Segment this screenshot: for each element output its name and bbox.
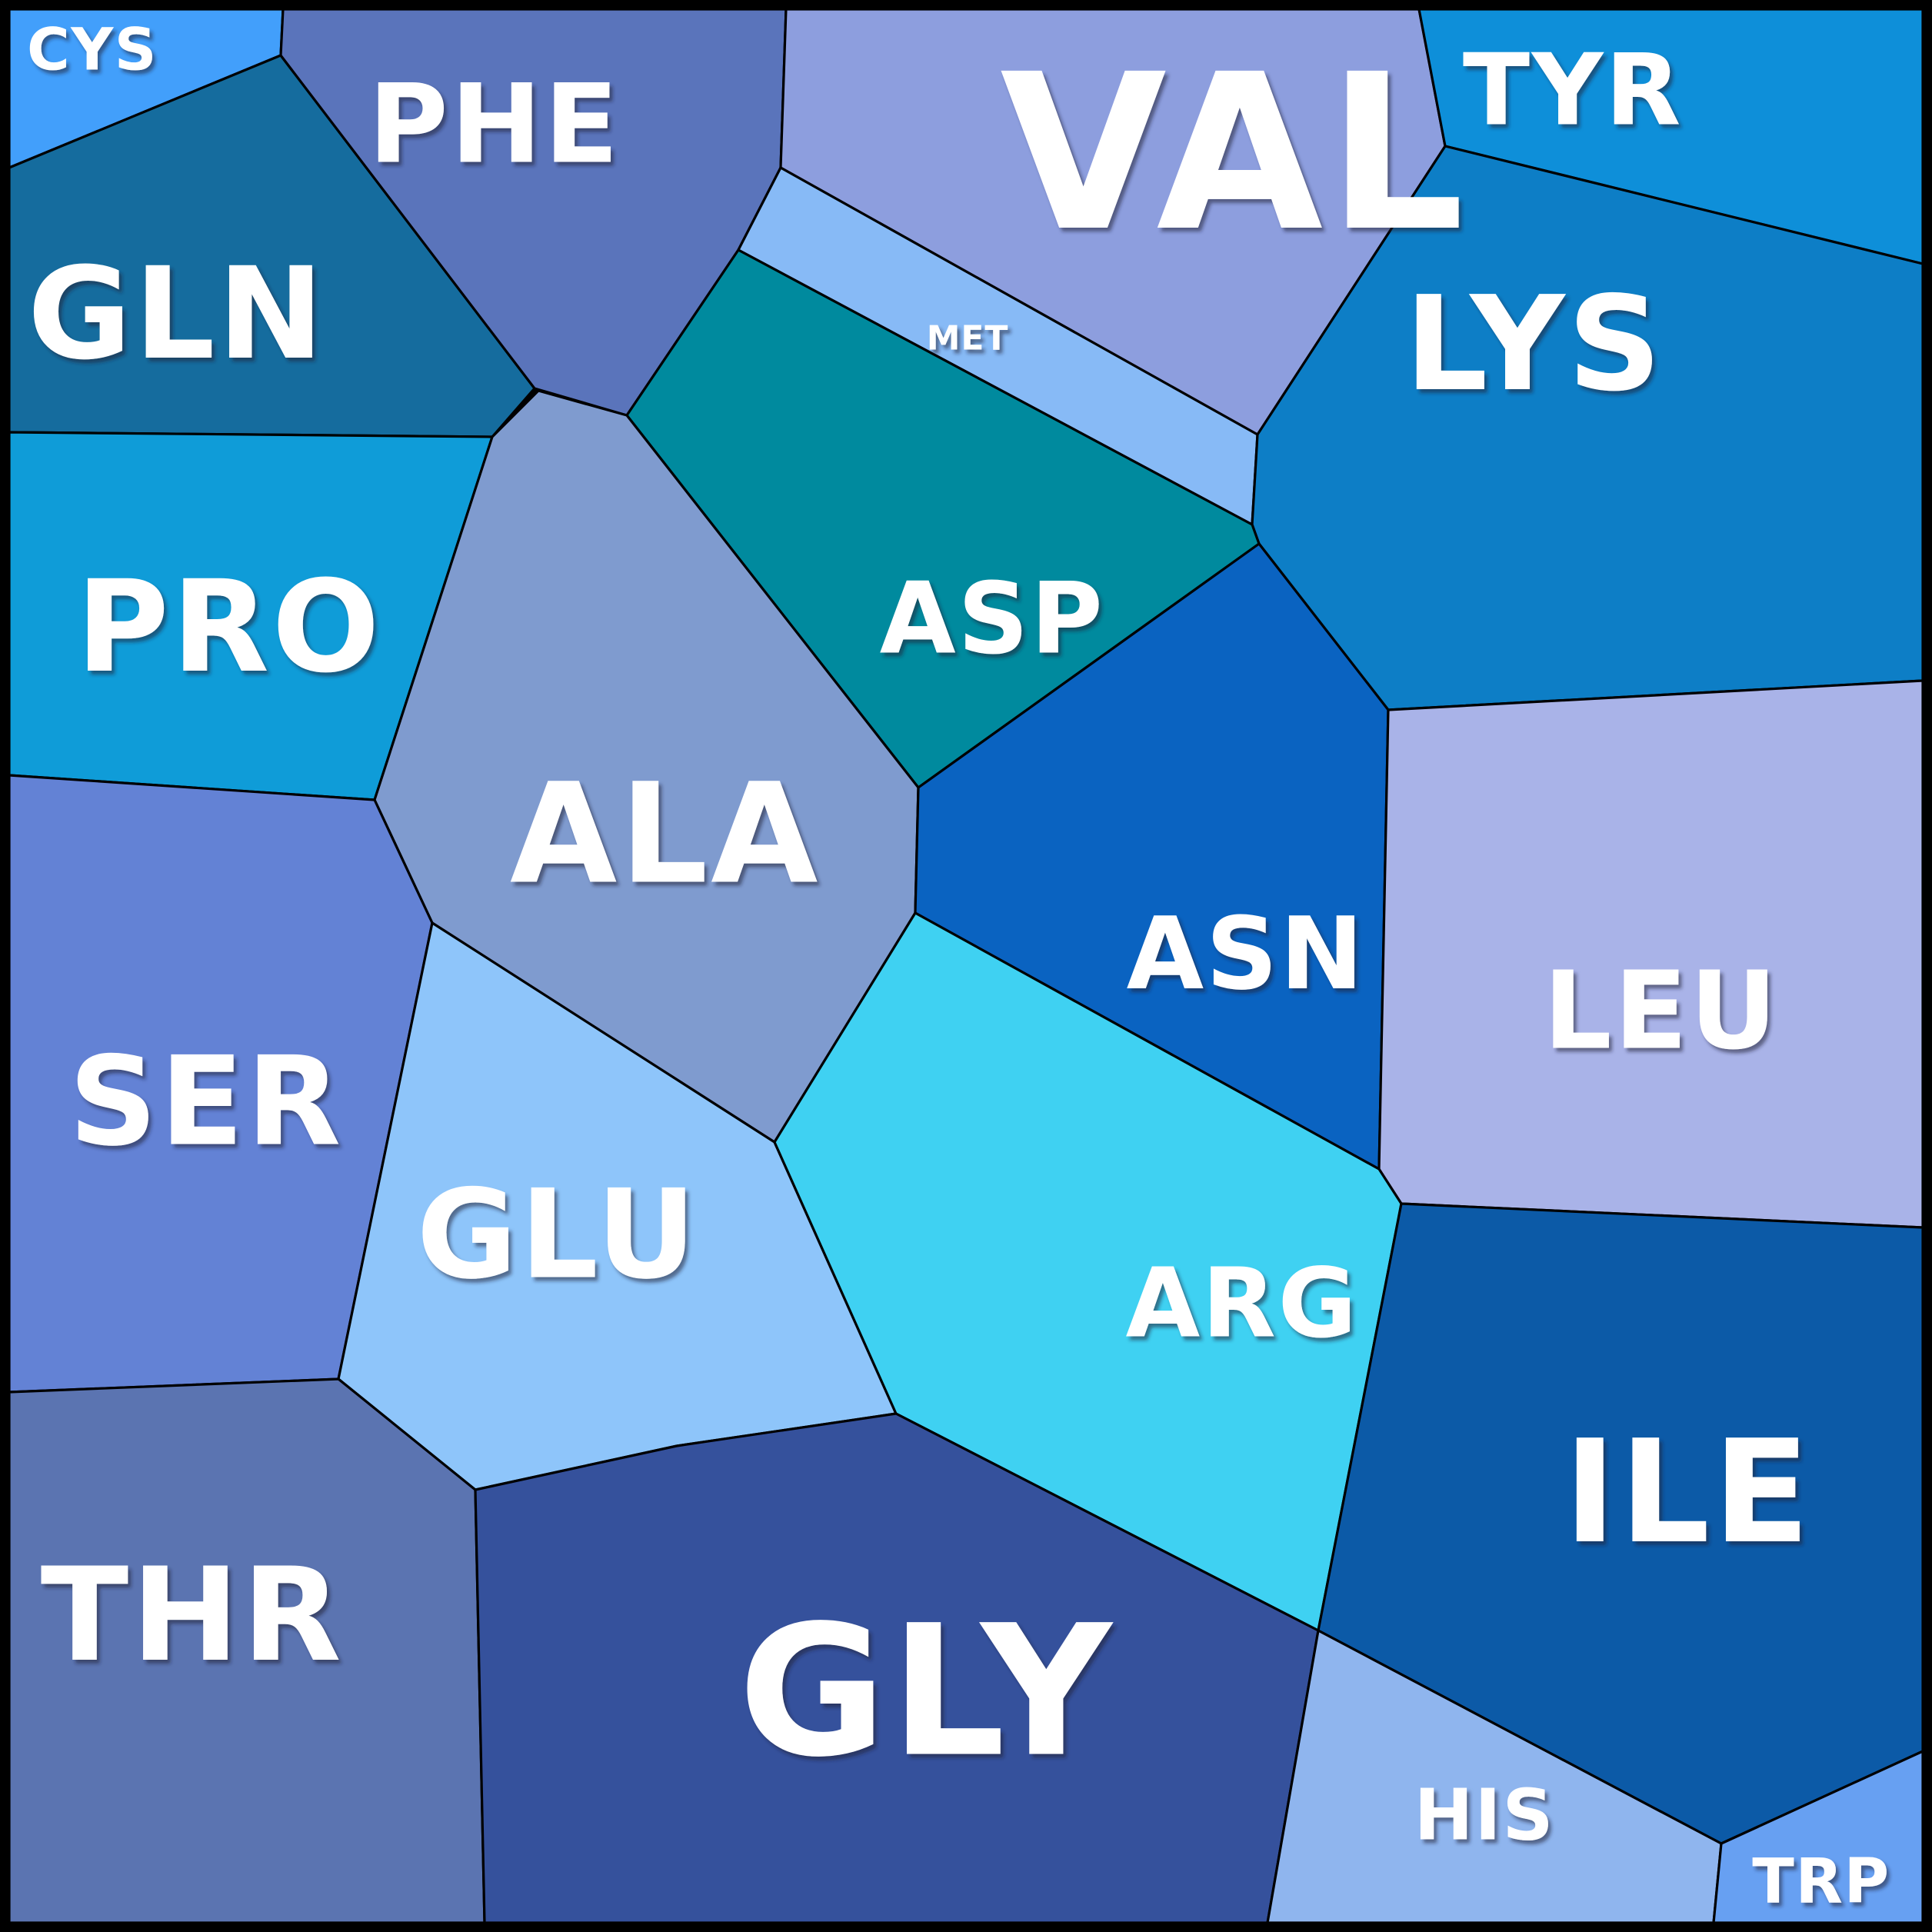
cell-gln xyxy=(8,54,536,438)
cell-label-lys: LYS xyxy=(1404,268,1664,421)
cell-label-leu: LEU xyxy=(1544,949,1780,1074)
cell-label-asp: ASP xyxy=(880,562,1105,677)
cell-label-trp: TRP xyxy=(1752,1846,1890,1917)
cell-label-tyr: TYR xyxy=(1463,34,1683,148)
cell-label-gln: GLN xyxy=(28,240,327,388)
cell-label-his: HIS xyxy=(1414,1774,1554,1857)
cell-label-asn: ASN xyxy=(1127,895,1366,1012)
cell-label-glu: GLU xyxy=(416,1163,698,1307)
cell-label-cys: CYS xyxy=(27,15,158,84)
cell-label-phe: PHE xyxy=(368,62,621,188)
cell-label-pro: PRO xyxy=(76,553,382,701)
cell-label-thr: THR xyxy=(41,1540,345,1690)
cell-label-ala: ALA xyxy=(510,754,821,915)
cell-label-ser: SER xyxy=(68,1030,343,1174)
cell-label-val: VAL xyxy=(1000,28,1469,279)
cell-label-gly: GLY xyxy=(738,1587,1115,1797)
cell-label-met: MET xyxy=(927,319,1009,358)
cells-group xyxy=(8,8,1924,1924)
cell-trp xyxy=(1712,1750,1924,1924)
cell-label-ile: ILE xyxy=(1564,1409,1813,1575)
cell-label-arg: ARG xyxy=(1125,1248,1358,1360)
